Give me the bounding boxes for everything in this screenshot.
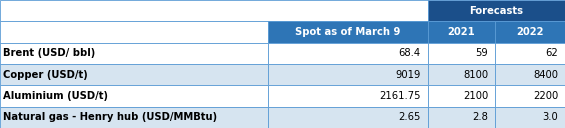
Bar <box>268 85 428 107</box>
Bar <box>0 107 268 128</box>
Bar <box>0 64 268 85</box>
Bar <box>495 64 565 85</box>
Bar <box>268 107 428 128</box>
Text: 59: 59 <box>476 48 488 58</box>
Bar <box>428 107 495 128</box>
Bar <box>428 64 495 85</box>
Bar <box>268 64 428 85</box>
Text: Aluminium (USD/t): Aluminium (USD/t) <box>3 91 108 101</box>
Text: Natural gas - Henry hub (USD/MMBtu): Natural gas - Henry hub (USD/MMBtu) <box>3 112 218 122</box>
Text: 2.65: 2.65 <box>398 112 421 122</box>
Text: 2022: 2022 <box>516 27 544 37</box>
Bar <box>0 21 268 43</box>
Bar <box>495 85 565 107</box>
Text: 2200: 2200 <box>533 91 558 101</box>
Text: Copper (USD/t): Copper (USD/t) <box>3 70 88 80</box>
Bar <box>428 21 495 43</box>
Text: Brent (USD/ bbl): Brent (USD/ bbl) <box>3 48 95 58</box>
Bar <box>0 0 428 21</box>
Text: 68.4: 68.4 <box>399 48 421 58</box>
Bar <box>0 43 268 64</box>
Bar <box>0 85 268 107</box>
Text: 9019: 9019 <box>396 70 421 80</box>
Text: 2021: 2021 <box>447 27 475 37</box>
Text: Spot as of March 9: Spot as of March 9 <box>295 27 400 37</box>
Bar <box>268 43 428 64</box>
Bar <box>428 0 565 21</box>
Text: Forecasts: Forecasts <box>470 6 523 16</box>
Bar <box>428 43 495 64</box>
Text: 62: 62 <box>545 48 558 58</box>
Text: 2161.75: 2161.75 <box>379 91 421 101</box>
Text: 8100: 8100 <box>463 70 488 80</box>
Bar <box>495 21 565 43</box>
Bar <box>428 85 495 107</box>
Bar <box>268 21 428 43</box>
Text: 2.8: 2.8 <box>472 112 488 122</box>
Text: 2100: 2100 <box>463 91 488 101</box>
Text: 8400: 8400 <box>533 70 558 80</box>
Text: 3.0: 3.0 <box>542 112 558 122</box>
Bar <box>495 43 565 64</box>
Bar <box>495 107 565 128</box>
